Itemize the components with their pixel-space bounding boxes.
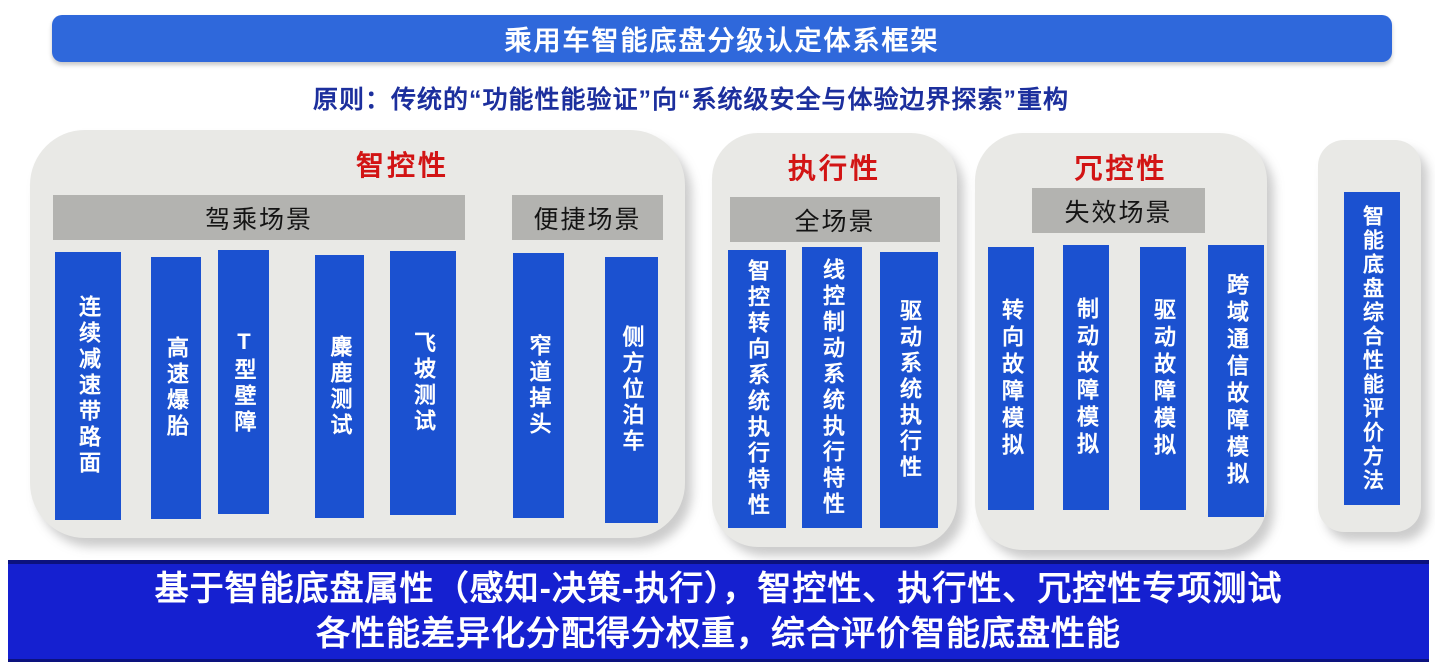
summary-line-1: 基于智能底盘属性（感知-决策-执行），智控性、执行性、冗控性专项测试 — [154, 569, 1283, 608]
test-bar-label: 连续减速带路面 — [76, 295, 101, 477]
test-bar-label: 侧方位泊车 — [619, 325, 645, 455]
test-bar-t-barrier: T型壁障 — [218, 250, 269, 514]
page-title: 乘用车智能底盘分级认定体系框架 — [504, 26, 940, 56]
test-bar-brake-fault-sim: 制动故障模拟 — [1063, 245, 1109, 510]
test-bar-label: 转向故障模拟 — [999, 297, 1024, 460]
test-bar-parallel-parking: 侧方位泊车 — [605, 257, 658, 523]
test-bar-label: 智能底盘综合性能评价方法 — [1360, 204, 1384, 493]
summary-line-2: 各性能差异化分配得分权重，综合评价智能底盘性能 — [316, 615, 1121, 653]
test-bar-label: 跨域通信故障模拟 — [1224, 273, 1249, 489]
scenario-header-all-scenarios: 全场景 — [730, 197, 940, 242]
test-bar-drive-execution: 驱动系统执行性 — [880, 252, 938, 528]
test-bar-highspeed-tire-burst: 高速爆胎 — [151, 257, 201, 519]
summary-banner: 基于智能底盘属性（感知-决策-执行），智控性、执行性、冗控性专项测试 各性能差异… — [8, 560, 1429, 662]
test-bar-steering-fault-sim: 转向故障模拟 — [988, 247, 1034, 510]
test-bar-label: 麋鹿测试 — [327, 334, 353, 439]
title-banner: 乘用车智能底盘分级认定体系框架 — [52, 15, 1392, 62]
test-bar-label: 线控制动系统执行特性 — [820, 257, 845, 518]
principle-text: 原则：传统的“功能性能验证”向“系统级安全与体验边界探索”重构 — [312, 86, 1069, 114]
test-bar-moose-test: 麋鹿测试 — [315, 255, 364, 518]
test-bar-label: 驱动故障模拟 — [1151, 297, 1176, 460]
test-bar-speed-bump-road: 连续减速带路面 — [55, 252, 121, 520]
test-bar-label: 智控转向系统执行特性 — [745, 259, 770, 519]
scenario-header-convenience: 便捷场景 — [512, 195, 663, 240]
panel-title-intelligent-control: 智控性 — [355, 150, 449, 181]
test-bar-steering-execution: 智控转向系统执行特性 — [728, 250, 786, 528]
test-bar-label: 飞坡测试 — [411, 331, 436, 435]
panel-comprehensive-evaluation: 智能底盘综合性能评价方法 — [1318, 140, 1421, 532]
test-bar-fly-slope-test: 飞坡测试 — [390, 251, 456, 515]
panel-execution: 执行性 全场景 智控转向系统执行特性 线控制动系统执行特性 驱动系统执行性 — [712, 133, 957, 547]
panel-title-execution: 执行性 — [787, 153, 881, 184]
panel-title-redundancy: 冗控性 — [1074, 153, 1168, 184]
test-bar-label: T型壁障 — [231, 328, 257, 436]
test-bar-drive-fault-sim: 驱动故障模拟 — [1140, 247, 1186, 510]
test-bar-label: 高速爆胎 — [164, 336, 189, 440]
panel-redundancy: 冗控性 失效场景 转向故障模拟 制动故障模拟 驱动故障模拟 跨域通信故障模拟 — [975, 133, 1267, 550]
test-bar-crossdomain-comm-fault-sim: 跨域通信故障模拟 — [1208, 245, 1264, 517]
scenario-header-failure: 失效场景 — [1032, 188, 1205, 233]
test-bar-narrow-uturn: 窄道掉头 — [513, 253, 564, 518]
panel-intelligent-control: 智控性 驾乘场景 便捷场景 连续减速带路面 高速爆胎 T型壁障 麋鹿测试 飞坡测… — [30, 130, 685, 538]
scenario-header-driving: 驾乘场景 — [53, 195, 465, 240]
test-bar-label: 驱动系统执行性 — [897, 299, 922, 481]
test-bar-brake-execution: 线控制动系统执行特性 — [802, 247, 862, 528]
test-bar-label: 制动故障模拟 — [1074, 296, 1099, 459]
test-bar-label: 窄道掉头 — [526, 333, 552, 438]
test-bar-comprehensive-evaluation-method: 智能底盘综合性能评价方法 — [1344, 192, 1400, 505]
